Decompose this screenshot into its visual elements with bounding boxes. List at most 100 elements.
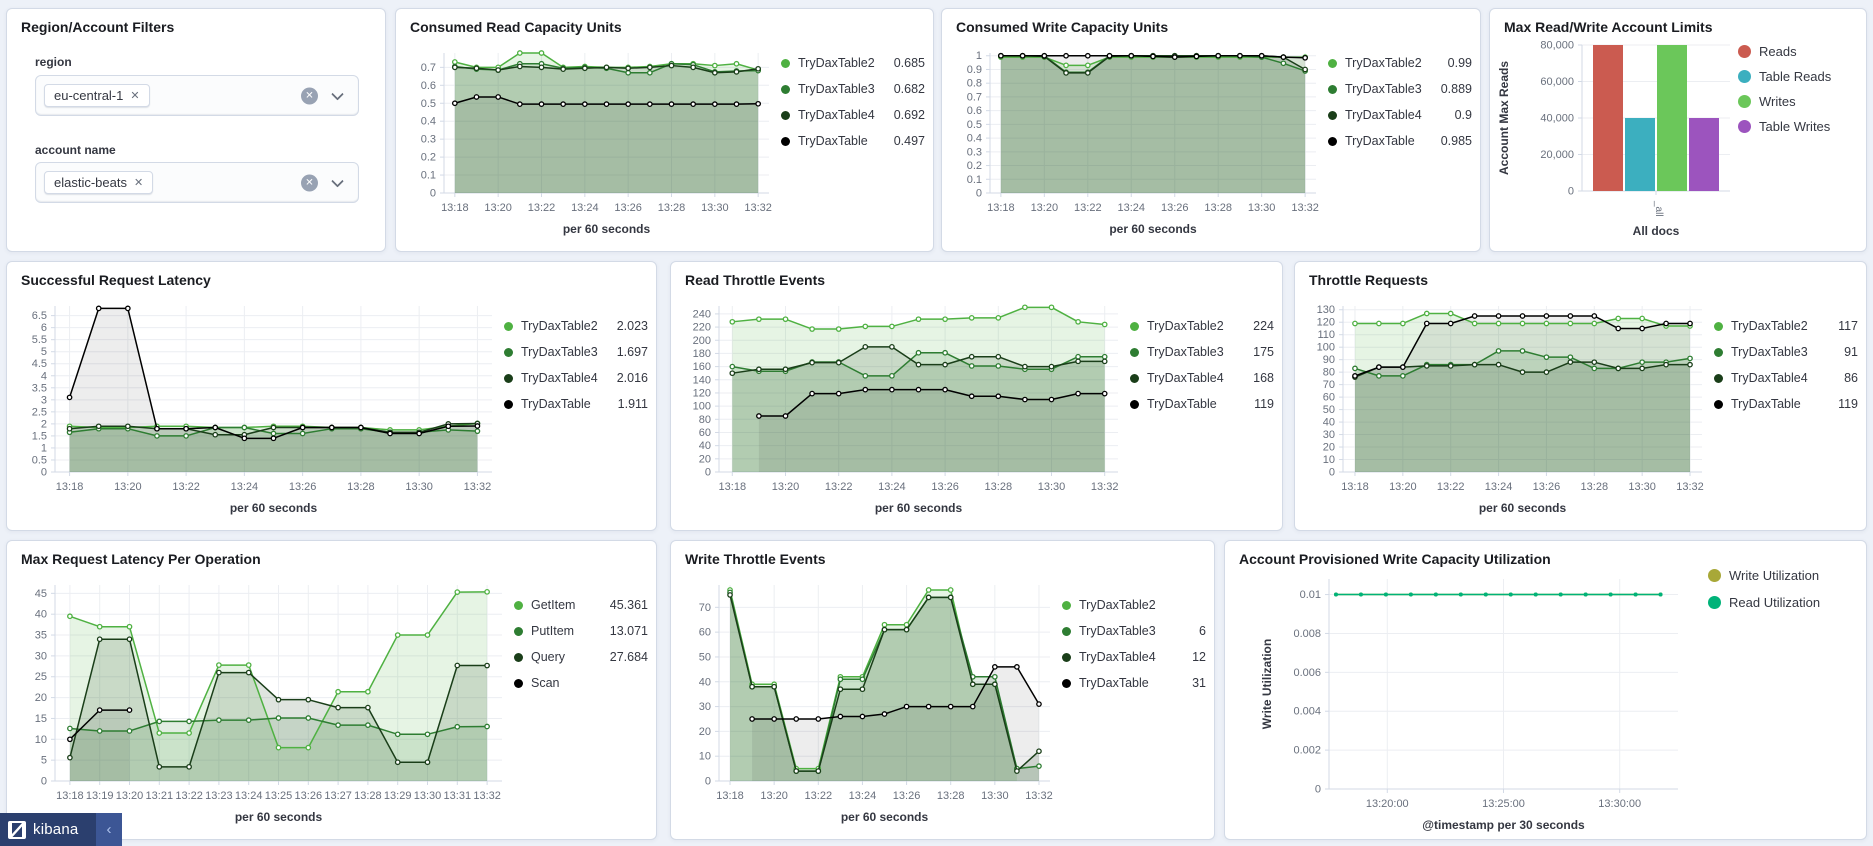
legend-item[interactable]: Scan [514,675,648,692]
chart-canvas[interactable]: 0 20 40 60 80 100 120 140 160 180 200 220 240 13:18 13… [671,262,1130,530]
svg-text:13:26: 13:26 [614,202,642,214]
legend-item[interactable]: TryDaxTable3 0.682 [781,81,925,98]
chart-canvas[interactable]: 0 0.1 0.2 0.3 0.4 0.5 0.6 0.7 13:18 13:20 13:22 13:… [396,9,781,251]
chart-legend: TryDaxTable2 TryDaxTable3 6 TryDaxTable4 12 T… [1062,541,1214,839]
region-filter-chip[interactable]: eu-central-1 ✕ [44,84,150,107]
legend-item[interactable]: Read Utilization [1708,594,1858,611]
svg-text:13:20: 13:20 [114,481,142,493]
svg-text:13:28: 13:28 [1581,481,1609,493]
panel-title: Consumed Read Capacity Units [410,19,622,35]
legend-item[interactable]: TryDaxTable4 0.9 [1328,107,1472,124]
legend-item[interactable]: TryDaxTable 31 [1062,675,1206,692]
legend-item[interactable]: TryDaxTable2 2.023 [504,318,648,335]
chevron-down-icon[interactable] [331,87,344,101]
chip-remove-icon[interactable]: ✕ [133,177,144,189]
legend-series-value: 27.684 [609,650,648,664]
legend-series-name: Scan [531,676,560,690]
legend-item[interactable]: TryDaxTable 0.985 [1328,133,1472,150]
legend-item[interactable]: TryDaxTable3 6 [1062,623,1206,640]
legend-item[interactable]: Writes [1738,93,1858,110]
legend-item[interactable]: TryDaxTable3 0.889 [1328,81,1472,98]
chart-legend: Reads Table Reads Writes Table Writes [1738,9,1866,251]
legend-series-dot [1130,400,1139,409]
legend-item[interactable]: TryDaxTable 1.911 [504,396,648,413]
legend-item[interactable]: TryDaxTable4 12 [1062,649,1206,666]
chevron-down-icon[interactable] [331,174,344,188]
legend-series-dot [1062,679,1071,688]
svg-text:40: 40 [35,609,47,621]
legend-item[interactable]: TryDaxTable2 0.99 [1328,55,1472,72]
legend-item[interactable]: GetItem 45.361 [514,597,648,614]
legend-item[interactable]: TryDaxTable4 2.016 [504,370,648,387]
legend-item[interactable]: TryDaxTable 119 [1130,396,1274,413]
clear-selection-icon[interactable]: ✕ [301,174,318,191]
panel-title: Max Read/Write Account Limits [1504,19,1713,35]
legend-series-value: 45.361 [609,598,648,612]
chart-canvas[interactable]: 0 5 10 15 20 25 30 35 40 45 13:18 13:19 13:20 13:21 13… [7,541,514,839]
legend-item[interactable]: TryDaxTable3 91 [1714,344,1858,361]
svg-text:13:31: 13:31 [444,790,472,802]
svg-text:35: 35 [35,630,47,642]
chart-legend: TryDaxTable2 0.99 TryDaxTable3 0.889 TryDaxT… [1328,9,1480,251]
legend-item[interactable]: TryDaxTable3 1.697 [504,344,648,361]
chart-canvas[interactable]: 0 0.1 0.2 0.3 0.4 0.5 0.6 0.7 0.8 0.9 1 13:18 13:20 1… [942,9,1328,251]
svg-text:13:32: 13:32 [744,202,772,214]
svg-text:13:24: 13:24 [231,481,259,493]
legend-item[interactable]: Table Writes [1738,118,1858,135]
svg-text:13:22: 13:22 [528,202,556,214]
chip-remove-icon[interactable]: ✕ [130,90,140,102]
svg-text:10: 10 [1323,454,1335,466]
legend-series-dot [1738,45,1751,58]
svg-text:13:18: 13:18 [441,202,469,214]
svg-text:13:26: 13:26 [1161,202,1189,214]
collapse-sidebar-button[interactable]: ‹ [96,813,122,846]
legend-item[interactable]: Table Reads [1738,68,1858,85]
svg-text:13:18: 13:18 [56,481,84,493]
svg-text:13:30: 13:30 [1628,481,1656,493]
kibana-brand: kibana [0,813,96,846]
legend-item[interactable]: TryDaxTable2 117 [1714,318,1858,335]
svg-text:13:22: 13:22 [805,790,833,802]
legend-item[interactable]: TryDaxTable 0.497 [781,133,925,150]
legend-item[interactable]: TryDaxTable4 86 [1714,370,1858,387]
svg-text:13:18: 13:18 [716,790,744,802]
legend-series-dot [1062,601,1071,610]
legend-item[interactable]: TryDaxTable4 168 [1130,370,1274,387]
chip-label: eu-central-1 [54,88,124,103]
legend-item[interactable]: Write Utilization [1708,567,1858,584]
legend-item[interactable]: TryDaxTable2 [1062,597,1206,614]
legend-item[interactable]: TryDaxTable2 224 [1130,318,1274,335]
legend-series-name: TryDaxTable [1147,397,1217,411]
legend-item[interactable]: Reads [1738,43,1858,60]
chart-canvas[interactable]: 0 0.5 1 1.5 2 2.5 3 3.5 4 4.5 5 5.5 6 6.5 13:18 13:20 13… [7,262,504,530]
svg-text:0.3: 0.3 [967,146,982,158]
account-filter-chip[interactable]: elastic-beats ✕ [44,171,154,194]
chart-canvas[interactable]: 0 20,000 40,000 60,000 80,000 _all All docs Acc… [1490,9,1738,251]
chart-canvas[interactable]: 0 10 20 30 40 50 60 70 13:18 13:20 13:22 13:24 13:26… [671,541,1062,839]
legend-series-name: TryDaxTable2 [1345,56,1422,70]
svg-text:0.8: 0.8 [967,78,982,90]
svg-text:5: 5 [41,346,47,358]
svg-text:per 60 seconds: per 60 seconds [1479,501,1567,515]
clear-selection-icon[interactable]: ✕ [301,87,318,104]
legend-series-name: TryDaxTable2 [1079,598,1156,612]
legend-series-name: TryDaxTable [1345,134,1415,148]
legend-series-name: TryDaxTable3 [798,82,875,96]
legend-series-dot [1328,59,1337,68]
chart-canvas[interactable]: 0 10 20 30 40 50 60 70 80 90 100 110 120 130 13:18 13:2… [1295,262,1714,530]
svg-text:13:24: 13:24 [235,790,263,802]
account-filter-combobox[interactable]: elastic-beats ✕ ✕ [35,162,359,203]
legend-series-name: TryDaxTable4 [1731,371,1808,385]
legend-series-value: 2.023 [616,319,648,333]
legend-item[interactable]: TryDaxTable 119 [1714,396,1858,413]
panel-title: Read Throttle Events [685,272,826,288]
legend-item[interactable]: TryDaxTable3 175 [1130,344,1274,361]
region-filter-combobox[interactable]: eu-central-1 ✕ ✕ [35,75,359,116]
legend-item[interactable]: TryDaxTable4 0.692 [781,107,925,124]
legend-item[interactable]: TryDaxTable2 0.685 [781,55,925,72]
svg-text:13:28: 13:28 [347,481,375,493]
chart-canvas[interactable]: 0 0.002 0.004 0.006 0.008 0.01 13:20:00 13:25:0… [1225,541,1708,839]
legend-series-name: TryDaxTable [798,134,868,148]
legend-item[interactable]: PutItem 13.071 [514,623,648,640]
legend-item[interactable]: Query 27.684 [514,649,648,666]
